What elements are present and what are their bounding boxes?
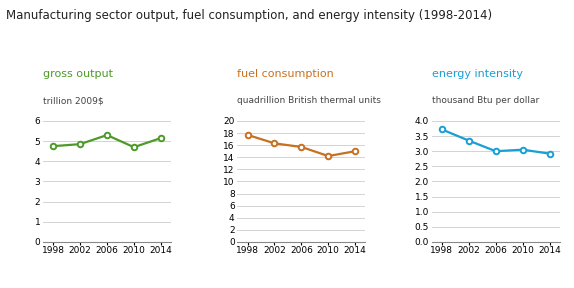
Text: quadrillion British thermal units: quadrillion British thermal units <box>238 96 381 105</box>
Text: Manufacturing sector output, fuel consumption, and energy intensity (1998-2014): Manufacturing sector output, fuel consum… <box>6 9 492 22</box>
Text: thousand Btu per dollar: thousand Btu per dollar <box>432 96 539 105</box>
Text: gross output: gross output <box>43 69 113 79</box>
Text: trillion 2009$: trillion 2009$ <box>43 96 104 105</box>
Text: fuel consumption: fuel consumption <box>238 69 334 79</box>
Text: energy intensity: energy intensity <box>432 69 523 79</box>
